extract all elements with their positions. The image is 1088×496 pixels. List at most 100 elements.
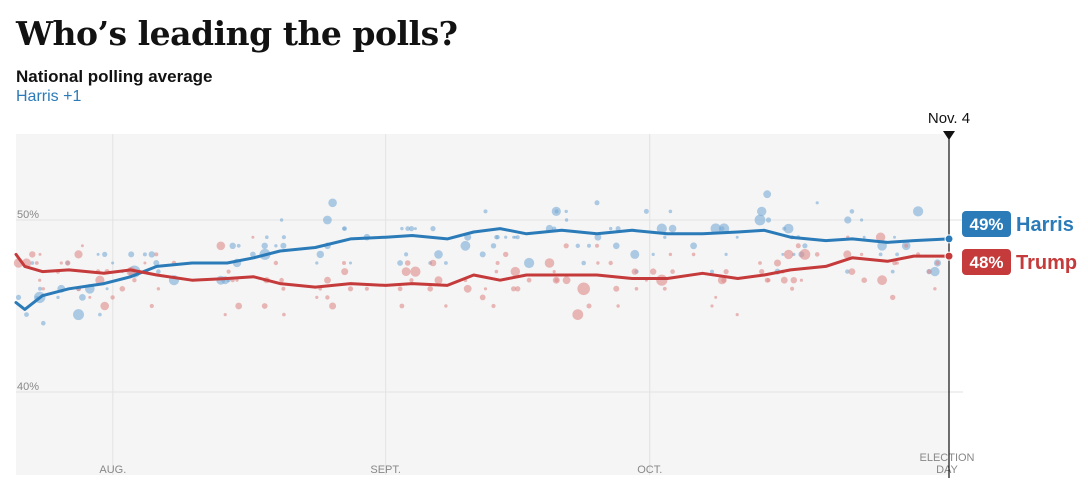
- poll-dot: [349, 261, 352, 265]
- poll-dot: [102, 251, 108, 257]
- poll-dot: [223, 313, 227, 317]
- poll-dot: [735, 235, 739, 239]
- poll-dot: [427, 286, 434, 292]
- poll-dot: [562, 276, 571, 285]
- x-tick-label: OCT.: [637, 464, 662, 476]
- poll-dot: [342, 261, 346, 265]
- poll-dot: [409, 278, 414, 283]
- poll-dot: [399, 303, 405, 309]
- endpoint-badge-trump: [962, 249, 1011, 275]
- poll-dot: [434, 250, 443, 259]
- poll-dot: [662, 286, 667, 291]
- poll-dot: [933, 287, 937, 291]
- poll-dot: [526, 277, 532, 283]
- poll-dot: [325, 295, 330, 300]
- poll-dot: [783, 223, 794, 234]
- poll-dot: [400, 226, 404, 231]
- poll-dot: [413, 227, 417, 231]
- poll-dot: [80, 244, 84, 248]
- poll-dot: [105, 287, 109, 291]
- poll-dot: [463, 284, 472, 293]
- poll-dot: [479, 294, 486, 301]
- poll-dot: [405, 226, 411, 231]
- election-day-axis-label: DAY: [936, 464, 958, 476]
- poll-dot: [41, 287, 45, 291]
- poll-dot: [410, 266, 421, 277]
- poll-dot: [98, 312, 102, 317]
- poll-dot: [315, 261, 319, 265]
- poll-dot: [274, 244, 278, 248]
- poll-dot: [156, 269, 161, 274]
- poll-dot: [608, 260, 613, 266]
- poll-dot: [281, 286, 286, 291]
- poll-dot: [904, 243, 909, 248]
- poll-dot: [757, 206, 767, 217]
- poll-dot: [397, 260, 403, 266]
- poll-dot: [754, 214, 766, 226]
- poll-dot: [143, 261, 147, 265]
- chart-subtitle: National polling average: [16, 67, 213, 86]
- poll-dot: [96, 252, 100, 256]
- poll-dot: [758, 261, 762, 265]
- page-title: Who’s leading the polls?: [16, 14, 458, 53]
- poll-dot: [483, 287, 488, 291]
- poll-dot: [710, 304, 714, 308]
- endpoint-percent-harris: 49%: [969, 215, 1003, 234]
- endpoint-harris: [944, 234, 954, 244]
- poll-dot: [802, 243, 808, 249]
- poll-dot: [710, 269, 714, 274]
- poll-dot: [651, 252, 655, 256]
- poll-dot: [483, 209, 488, 214]
- poll-dot: [503, 251, 509, 258]
- poll-dot: [845, 269, 850, 274]
- poll-dot: [24, 312, 29, 317]
- poll-dot: [926, 269, 932, 274]
- poll-dot: [616, 304, 620, 308]
- average-line-harris: [14, 227, 951, 311]
- poll-dot: [142, 252, 147, 257]
- poll-dot: [878, 252, 883, 257]
- poll-dot: [261, 242, 268, 249]
- poll-dot: [15, 294, 22, 300]
- poll-dot: [128, 251, 135, 258]
- poll-dot: [563, 243, 569, 249]
- poll-dot: [656, 274, 668, 286]
- poll-dot: [364, 286, 369, 291]
- poll-dot: [273, 260, 279, 266]
- poll-dot: [490, 243, 497, 249]
- poll-dot: [724, 252, 728, 256]
- poll-dot: [609, 226, 613, 231]
- poll-dot: [111, 261, 115, 265]
- poll-dot: [717, 276, 727, 285]
- poll-dot: [554, 209, 559, 214]
- poll-dot: [595, 243, 599, 248]
- y-tick-label: 40%: [17, 381, 39, 393]
- poll-dot: [56, 295, 60, 300]
- poll-dot: [893, 235, 896, 239]
- poll-dot: [280, 242, 287, 249]
- poll-dot: [404, 252, 409, 257]
- poll-dot: [650, 268, 657, 275]
- poll-dot: [347, 286, 354, 292]
- poll-dot: [235, 302, 243, 310]
- poll-dot: [226, 269, 231, 274]
- poll-dot: [572, 309, 584, 320]
- poll-dot: [634, 287, 639, 291]
- end-labels: Nov. 4 49% Harris 48% Trump: [928, 110, 1077, 478]
- poll-dot: [408, 226, 415, 232]
- poll-dot: [774, 259, 781, 267]
- poll-dot: [153, 260, 160, 266]
- poll-dot: [890, 269, 895, 274]
- poll-dot: [156, 287, 161, 291]
- poll-dot: [690, 242, 697, 250]
- poll-dot: [515, 286, 521, 292]
- poll-dot: [844, 216, 852, 224]
- poll-dot: [575, 243, 580, 248]
- leader-margin: Harris +1: [16, 88, 82, 105]
- poll-dot: [404, 260, 411, 266]
- poll-dot: [935, 260, 940, 266]
- poll-dot: [735, 313, 739, 317]
- poll-dot: [29, 251, 36, 258]
- poll-dot: [324, 276, 331, 284]
- poll-dot: [691, 252, 696, 257]
